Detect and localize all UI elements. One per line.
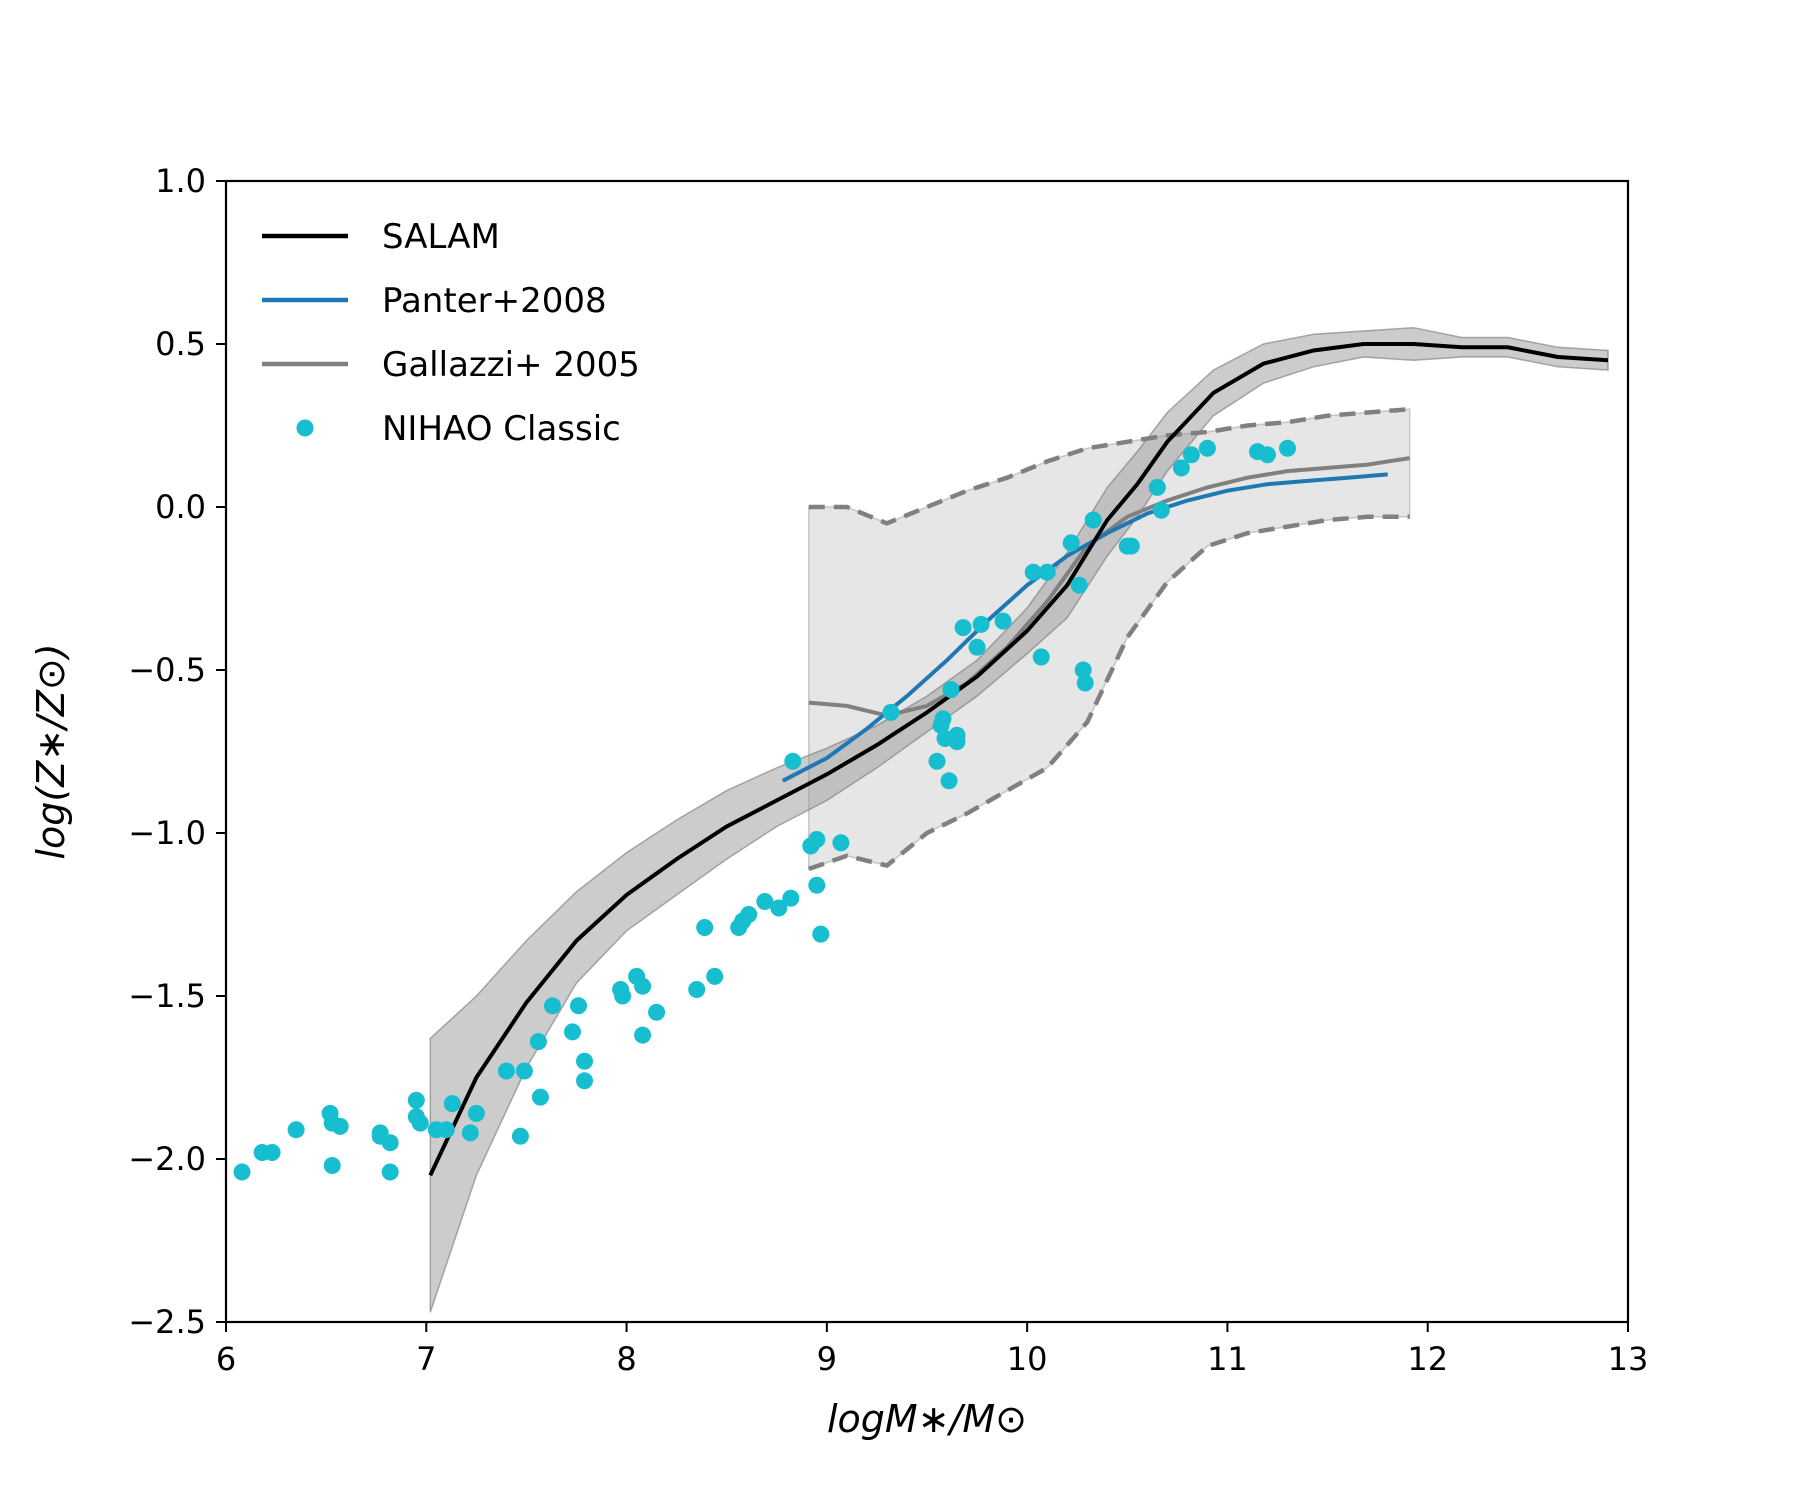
x-tick-label: 7 (416, 1340, 436, 1378)
legend: SALAM Panter+2008 Gallazzi+ 2005 NIHAO Clas… (262, 217, 640, 449)
nihao-point (784, 752, 802, 770)
nihao-point (706, 967, 724, 985)
nihao-points (233, 439, 1296, 1181)
confidence-bands (429, 326, 1609, 1313)
nihao-point (570, 997, 587, 1015)
nihao-point (614, 987, 632, 1005)
y-tick-label: 1.0 (155, 162, 206, 200)
nihao-point (331, 1117, 349, 1135)
x-tick-label: 13 (1608, 1340, 1649, 1378)
legend-label: NIHAO Classic (382, 409, 621, 449)
x-tick-label: 12 (1407, 1340, 1448, 1378)
nihao-point (696, 919, 714, 936)
nihao-point (1172, 459, 1190, 477)
nihao-point (770, 899, 788, 917)
nihao-point (1182, 446, 1200, 464)
y-axis-ticks: 1.0 0.5 0.0 −0.5 −1.0 −1.5 −2.0 −2.5 (128, 162, 226, 1341)
nihao-point (1070, 576, 1088, 594)
y-tick-label: −2.5 (128, 1303, 206, 1341)
nihao-point (323, 1157, 341, 1174)
nihao-point (634, 1026, 652, 1044)
legend-label: Gallazzi+ 2005 (382, 345, 640, 385)
nihao-point (1152, 501, 1170, 519)
y-tick-label: −1.5 (128, 977, 206, 1015)
nihao-point (882, 703, 900, 721)
nihao-point (233, 1163, 251, 1181)
gallazzi-upper-limit (808, 406, 1410, 526)
plot-frame (224, 179, 1630, 1324)
nihao-point (968, 638, 986, 656)
nihao-point (467, 1104, 485, 1122)
y-axis-label: log(Z∗/Z⊙) (29, 643, 73, 859)
nihao-point (954, 619, 972, 637)
nihao-point (782, 889, 800, 907)
nihao-point (634, 977, 652, 995)
nihao-point (808, 831, 826, 848)
nihao-point (940, 772, 958, 790)
nihao-point (381, 1163, 399, 1181)
x-tick-label: 10 (1007, 1340, 1048, 1378)
salam-line (428, 342, 1609, 1177)
y-tick-label: 0.0 (155, 488, 206, 526)
nihao-point (1038, 563, 1056, 581)
nihao-point (1024, 563, 1042, 581)
nihao-point (531, 1088, 549, 1106)
nihao-point (1032, 648, 1050, 666)
nihao-point (529, 1033, 547, 1051)
x-tick-label: 11 (1207, 1340, 1248, 1378)
y-tick-label: 0.5 (155, 325, 206, 363)
nihao-point (411, 1114, 429, 1132)
y-tick-label: −1.0 (128, 814, 206, 852)
x-axis-ticks: 6 7 8 9 10 11 12 13 (216, 1322, 1649, 1378)
legend-label: Panter+2008 (382, 281, 607, 321)
nihao-point (832, 834, 850, 852)
nihao-point (934, 710, 952, 728)
x-tick-label: 6 (216, 1340, 236, 1378)
nihao-point (688, 981, 706, 998)
nihao-point (756, 893, 774, 910)
nihao-point (1084, 511, 1102, 529)
nihao-point (287, 1121, 305, 1139)
nihao-point (576, 1052, 593, 1070)
nihao-point (994, 612, 1012, 630)
nihao-point (1076, 674, 1094, 692)
nihao-point (544, 997, 561, 1015)
nihao-point (461, 1124, 479, 1142)
nihao-point (948, 733, 966, 751)
nihao-point (437, 1121, 455, 1139)
nihao-point (928, 752, 946, 770)
nihao-point (1074, 661, 1092, 679)
nihao-point (942, 681, 960, 699)
legend-marker (296, 419, 314, 437)
legend-label: SALAM (382, 217, 500, 257)
y-tick-label: −2.0 (128, 1140, 206, 1178)
nihao-point (497, 1062, 515, 1080)
gallazzi-lower-limit (808, 514, 1410, 872)
nihao-point (1122, 537, 1140, 555)
series-lines (428, 342, 1609, 1177)
nihao-point (576, 1072, 593, 1090)
nihao-point (1198, 439, 1216, 457)
x-tick-label: 8 (616, 1340, 636, 1378)
nihao-point (263, 1144, 281, 1161)
x-tick-label: 9 (817, 1340, 837, 1378)
nihao-point (1062, 534, 1080, 552)
nihao-point (972, 615, 990, 633)
nihao-point (1148, 478, 1166, 496)
nihao-point (1279, 439, 1296, 457)
nihao-point (808, 876, 826, 894)
nihao-point (407, 1091, 425, 1109)
nihao-point (443, 1095, 461, 1113)
nihao-point (648, 1003, 666, 1021)
nihao-point (381, 1134, 399, 1152)
nihao-point (564, 1023, 581, 1041)
x-axis-label: logM∗/M⊙ (827, 1397, 1027, 1441)
y-tick-label: −0.5 (128, 651, 206, 689)
nihao-point (812, 925, 830, 943)
nihao-point (740, 906, 758, 923)
nihao-point (515, 1062, 533, 1080)
nihao-point (1259, 446, 1276, 464)
nihao-point (511, 1127, 529, 1145)
